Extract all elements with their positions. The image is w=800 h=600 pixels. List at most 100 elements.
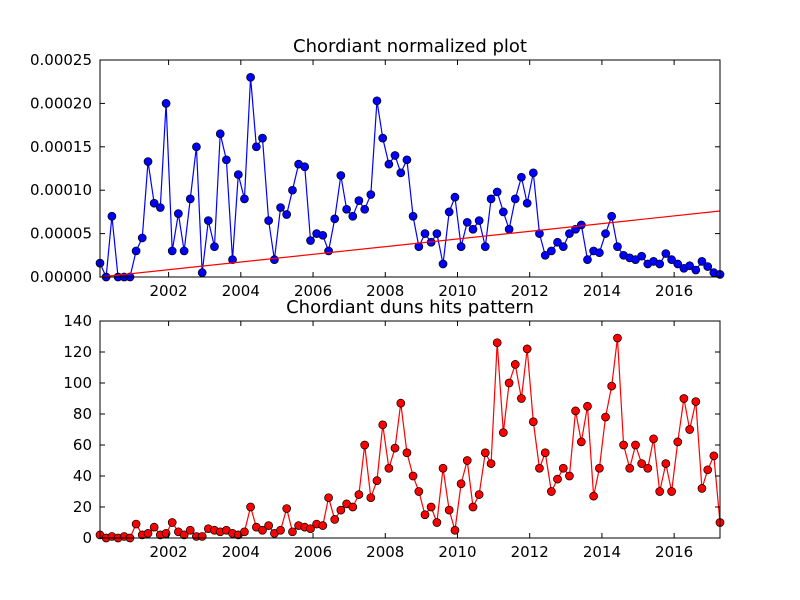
data-point: [107, 211, 117, 221]
data-point: [324, 246, 333, 256]
chart-title: Chordiant normalized plot: [293, 36, 527, 57]
data-point: [396, 168, 406, 178]
data-point: [456, 479, 466, 489]
data-point: [276, 203, 285, 212]
data-point: [348, 211, 358, 221]
data-point: [240, 194, 249, 204]
data-point: [607, 381, 617, 391]
data-point: [270, 255, 279, 264]
data-point: [703, 262, 713, 271]
data-point: [492, 187, 502, 197]
y-tick-label: 0.00010: [30, 181, 92, 199]
data-point: [426, 502, 436, 512]
data-point: [504, 224, 514, 234]
data-point: [474, 490, 484, 499]
data-point: [667, 255, 676, 264]
data-point: [324, 493, 333, 503]
data-point: [228, 255, 237, 264]
data-point: [480, 242, 490, 251]
data-point: [535, 463, 544, 473]
data-point: [480, 448, 490, 458]
data-point: [444, 505, 454, 515]
data-point: [565, 229, 574, 238]
data-point: [384, 159, 394, 169]
data-point: [384, 463, 394, 473]
data-point: [215, 129, 225, 139]
y-tick-label: 120: [63, 343, 92, 361]
y-tick-label: 0.00025: [30, 51, 92, 69]
data-point: [583, 401, 592, 411]
data-point: [246, 502, 255, 512]
x-tick-label: 2008: [366, 543, 404, 561]
data-point: [547, 487, 556, 496]
data-point: [354, 490, 364, 499]
data-point: [131, 246, 141, 256]
y-tick-label: 140: [63, 312, 92, 330]
data-point: [655, 259, 665, 269]
data-point: [330, 214, 340, 224]
data-point: [558, 242, 568, 251]
data-point: [149, 198, 159, 208]
data-point: [240, 527, 249, 537]
data-line: [99, 210, 721, 278]
x-tick-label: 2010: [438, 543, 476, 561]
data-point: [330, 515, 340, 524]
x-tick-label: 2006: [294, 282, 332, 300]
data-point: [174, 209, 183, 218]
data-line: [99, 77, 721, 280]
data-point: [360, 440, 370, 450]
data-point: [233, 170, 243, 179]
data-point: [498, 428, 508, 437]
data-point: [661, 459, 671, 468]
data-point: [161, 528, 171, 538]
data-point: [246, 73, 255, 82]
data-point: [492, 338, 502, 348]
data-point: [649, 434, 658, 444]
x-tick-label: 2006: [294, 543, 332, 561]
data-point: [517, 394, 526, 403]
data-point: [402, 448, 412, 458]
data-point: [565, 471, 574, 481]
data-point: [336, 171, 346, 180]
data-point: [576, 437, 586, 447]
data-point: [697, 484, 707, 493]
data-point: [420, 229, 430, 238]
data-point: [306, 236, 315, 245]
data-point: [510, 360, 520, 369]
data-point: [282, 210, 292, 219]
data-point: [655, 487, 665, 496]
y-tick-label: 0.00005: [30, 225, 92, 243]
data-point: [366, 493, 376, 503]
data-point: [468, 224, 478, 234]
data-point: [252, 142, 261, 152]
data-point: [673, 259, 683, 269]
data-point: [486, 459, 496, 468]
data-point: [595, 463, 604, 473]
data-point: [197, 268, 207, 278]
data-point: [161, 99, 171, 108]
data-point: [498, 207, 508, 217]
data-point: [535, 229, 544, 238]
data-point: [691, 265, 701, 275]
data-point: [661, 249, 671, 258]
data-point: [342, 204, 351, 214]
data-point: [547, 246, 556, 256]
data-point: [378, 133, 388, 143]
plot-area: [100, 321, 720, 538]
data-point: [474, 216, 484, 225]
data-point: [673, 437, 683, 447]
data-point: [450, 525, 460, 535]
data-point: [390, 443, 400, 453]
data-point: [155, 203, 165, 212]
data-point: [143, 157, 153, 166]
data-point: [691, 397, 701, 406]
data-point: [288, 185, 297, 195]
data-point: [264, 216, 273, 225]
data-point: [276, 525, 285, 535]
data-point: [131, 519, 141, 529]
data-point: [390, 151, 400, 160]
data-point: [558, 463, 568, 473]
y-tick-label: 0.00000: [30, 268, 92, 286]
data-point: [318, 230, 328, 240]
data-point: [432, 229, 442, 238]
